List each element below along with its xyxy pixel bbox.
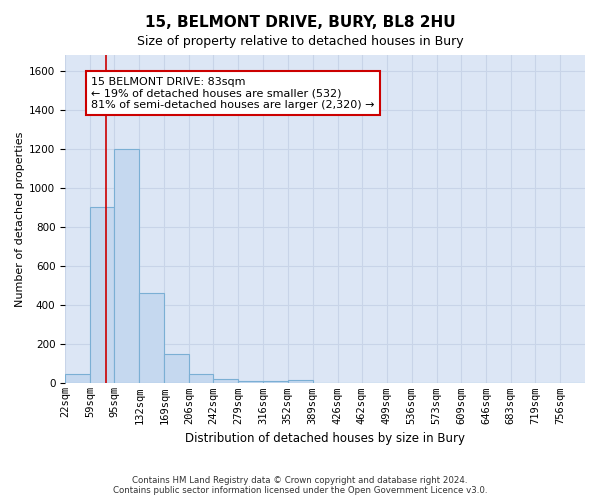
Text: Size of property relative to detached houses in Bury: Size of property relative to detached ho…	[137, 35, 463, 48]
Text: 15 BELMONT DRIVE: 83sqm
← 19% of detached houses are smaller (532)
81% of semi-d: 15 BELMONT DRIVE: 83sqm ← 19% of detache…	[91, 76, 375, 110]
Bar	[287, 380, 313, 384]
Bar	[65, 374, 90, 384]
Text: Contains HM Land Registry data © Crown copyright and database right 2024.
Contai: Contains HM Land Registry data © Crown c…	[113, 476, 487, 495]
Bar	[164, 354, 189, 384]
Y-axis label: Number of detached properties: Number of detached properties	[15, 132, 25, 307]
Bar	[115, 149, 139, 384]
Bar	[263, 382, 287, 384]
Bar	[90, 208, 115, 384]
Text: 15, BELMONT DRIVE, BURY, BL8 2HU: 15, BELMONT DRIVE, BURY, BL8 2HU	[145, 15, 455, 30]
Bar	[214, 378, 238, 384]
Bar	[238, 382, 263, 384]
X-axis label: Distribution of detached houses by size in Bury: Distribution of detached houses by size …	[185, 432, 465, 445]
Bar	[189, 374, 214, 384]
Bar	[139, 294, 164, 384]
